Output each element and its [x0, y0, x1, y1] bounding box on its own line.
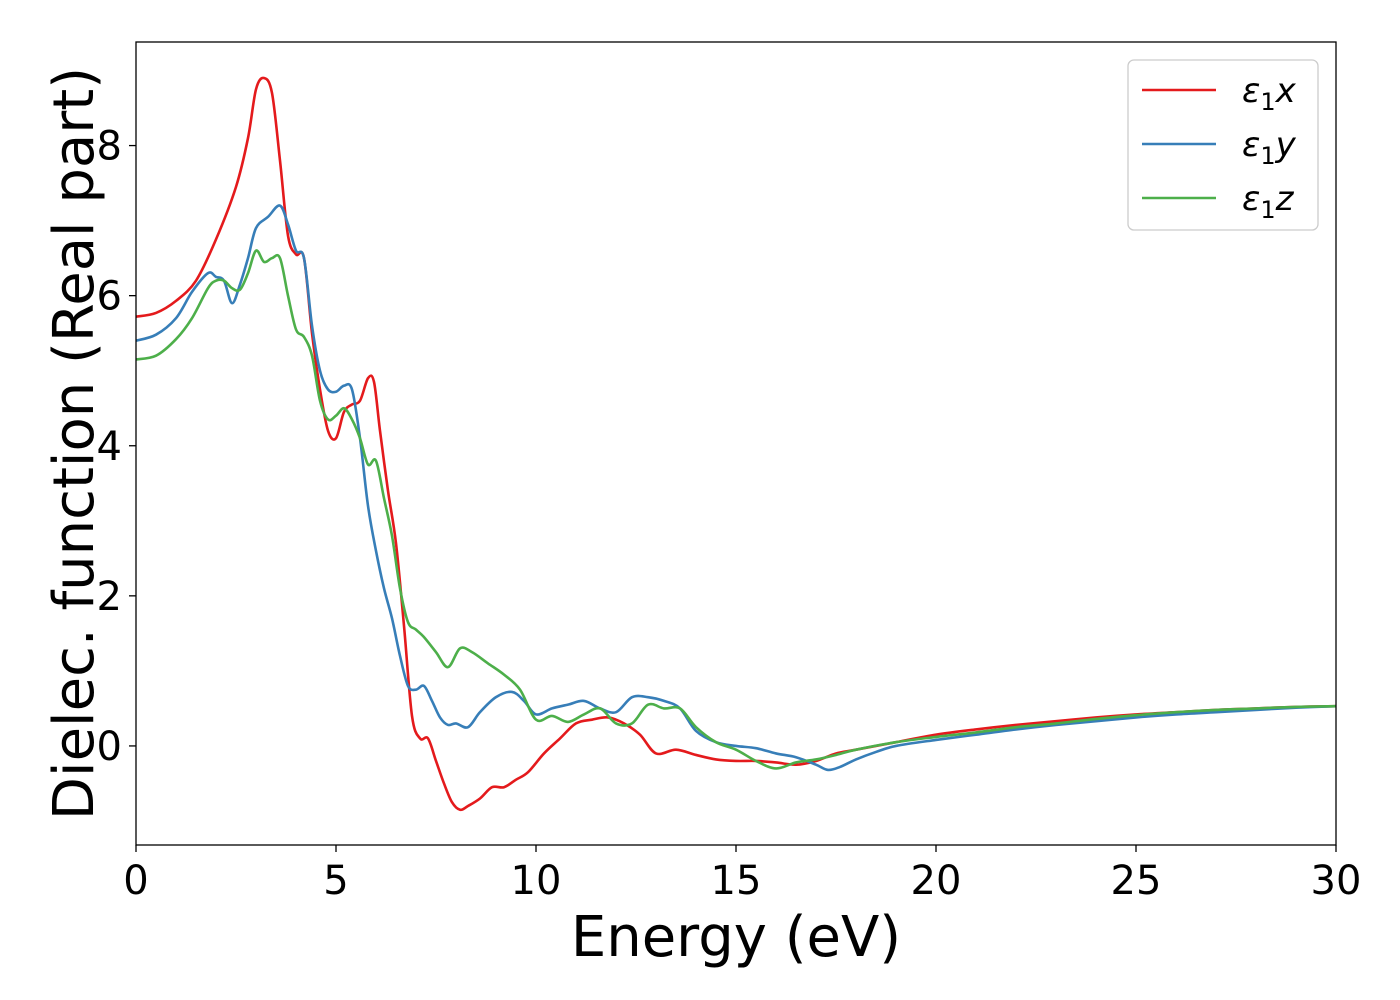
- legend-label-y: ε1y: [1242, 125, 1297, 170]
- y-tick-label: 8: [97, 124, 122, 170]
- legend-items: ε1x ε1y ε1z: [1142, 71, 1297, 224]
- series-line-y: [136, 204, 1336, 772]
- y-tick-label: 4: [97, 424, 122, 470]
- legend-label-x: ε1x: [1242, 71, 1297, 116]
- x-axis-title: Energy (eV): [571, 905, 901, 970]
- y-axis-title: Dielec. function (Real part): [42, 67, 107, 820]
- y-tick-label: 6: [97, 274, 122, 320]
- legend-box: [1127, 59, 1319, 231]
- x-tick-label: 5: [323, 858, 348, 904]
- series-line-z: [136, 249, 1336, 770]
- x-axis: 0 5 10 15 20 25 30: [123, 845, 1361, 904]
- x-tick-label: 15: [711, 858, 762, 904]
- x-tick-label: 10: [511, 858, 562, 904]
- x-tick-label: 20: [911, 858, 962, 904]
- y-tick-label: 2: [97, 574, 122, 620]
- series-layer: [136, 76, 1336, 812]
- legend: ε1x ε1y ε1z: [1127, 59, 1319, 231]
- legend-label-z: ε1z: [1242, 179, 1295, 224]
- x-tick-label: 25: [1111, 858, 1162, 904]
- x-tick-label: 0: [123, 858, 148, 904]
- x-tick-label: 30: [1311, 858, 1362, 904]
- y-tick-label: 0: [97, 724, 122, 770]
- y-axis: 0 2 4 6 8: [97, 124, 136, 770]
